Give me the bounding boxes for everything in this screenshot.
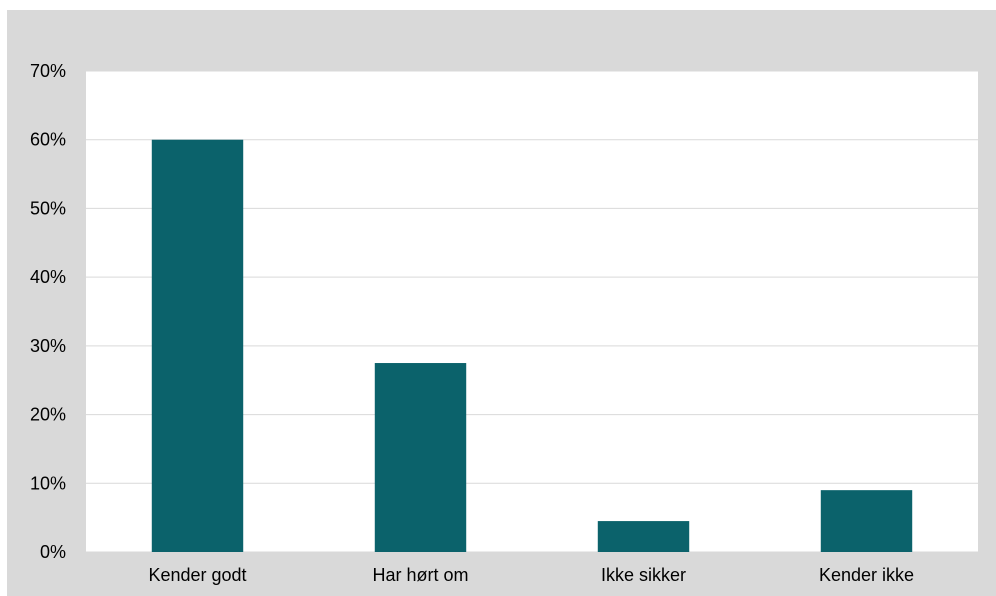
y-tick-label: 40% (30, 267, 66, 287)
bar (374, 363, 467, 552)
x-tick-label: Kender godt (148, 565, 246, 585)
y-tick-label: 70% (30, 61, 66, 81)
y-axis-tick-labels: 0% 10% 20% 30% 40% 50% 60% 70% (30, 61, 66, 562)
y-tick-label: 60% (30, 130, 66, 150)
y-tick-label: 20% (30, 405, 66, 425)
y-tick-label: 10% (30, 473, 66, 493)
bars (151, 139, 913, 552)
x-tick-label: Ikke sikker (601, 565, 686, 585)
bar (597, 521, 690, 552)
y-tick-label: 30% (30, 336, 66, 356)
y-tick-label: 0% (40, 542, 66, 562)
x-tick-label: Kender ikke (819, 565, 914, 585)
bar (151, 139, 244, 552)
x-tick-label: Har hørt om (372, 565, 468, 585)
bar (820, 490, 913, 552)
y-tick-label: 50% (30, 198, 66, 218)
x-axis-tick-labels: Kender godt Har hørt om Ikke sikker Kender … (148, 565, 914, 585)
